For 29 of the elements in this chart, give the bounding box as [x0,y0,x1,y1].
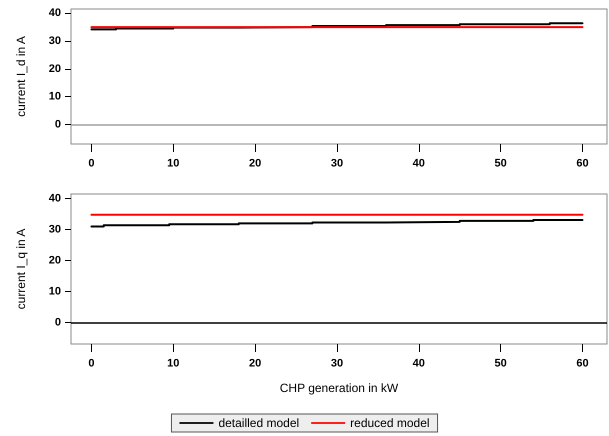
x-tick-label: 20 [248,158,262,170]
y-tick-label: 20 [48,62,61,75]
y-tick-label: 0 [54,316,61,328]
y-tick-label: 30 [48,35,61,48]
x-tick-label: 60 [576,158,589,170]
x-tick-label: 10 [167,158,180,170]
x-tick-label: 50 [494,158,507,170]
y-tick-label: 40 [48,7,61,20]
x-tick-label: 30 [330,158,344,170]
y-tick-label: 20 [48,254,61,266]
x-tick-label: 0 [88,358,95,370]
x-tick-label: 50 [494,358,507,370]
y-axis-title: current I_d in A [14,36,28,117]
x-axis-title: CHP generation in kW [280,381,399,395]
x-tick-label: 20 [248,358,262,370]
x-tick-label: 60 [576,358,589,370]
x-tick-label: 40 [412,358,425,370]
x-tick-label: 30 [330,358,344,370]
legend-label: detailled model [218,416,300,430]
y-tick-label: 40 [48,192,61,205]
x-tick-label: 10 [167,358,180,370]
y-tick-label: 30 [48,224,61,236]
y-tick-label: 0 [54,118,61,131]
legend-label: reduced model [350,416,430,430]
y-tick-label: 10 [48,285,61,298]
y-tick-label: 10 [48,90,61,103]
x-tick-label: 40 [412,158,425,170]
y-axis-title: current I_q in A [14,228,28,310]
x-tick-label: 0 [88,158,95,170]
